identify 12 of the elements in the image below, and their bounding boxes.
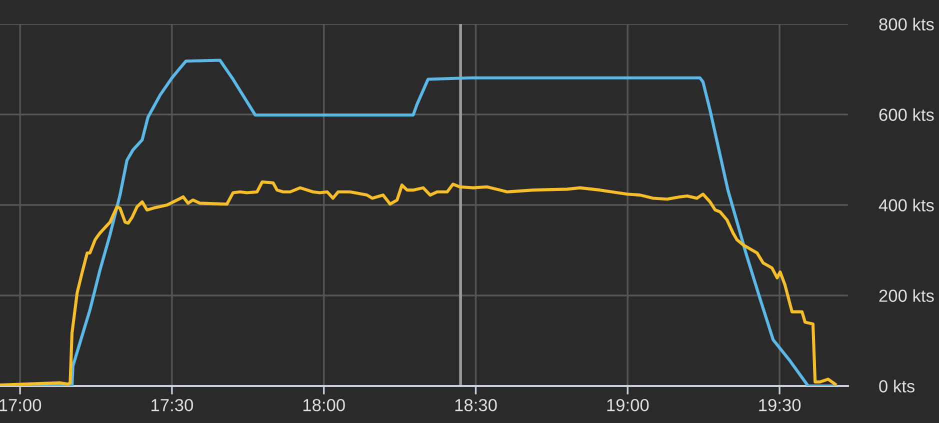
y-tick-label: 200 kts [879, 289, 934, 302]
x-tick-label: 19:30 [759, 398, 801, 412]
y-tick-label: 0 kts [879, 380, 915, 392]
x-tick-label: 17:00 [0, 398, 42, 412]
line-series [0, 180, 837, 386]
x-tick-label: 19:00 [607, 398, 649, 412]
x-tick-label: 18:00 [303, 398, 345, 412]
x-tick-label: 18:30 [455, 398, 497, 412]
x-tick-label: 17:30 [152, 398, 193, 412]
y-tick-label: 800 kts [879, 18, 934, 30]
y-tick-label: 400 kts [878, 198, 934, 212]
y-tick-label: 600 kts [879, 108, 934, 121]
